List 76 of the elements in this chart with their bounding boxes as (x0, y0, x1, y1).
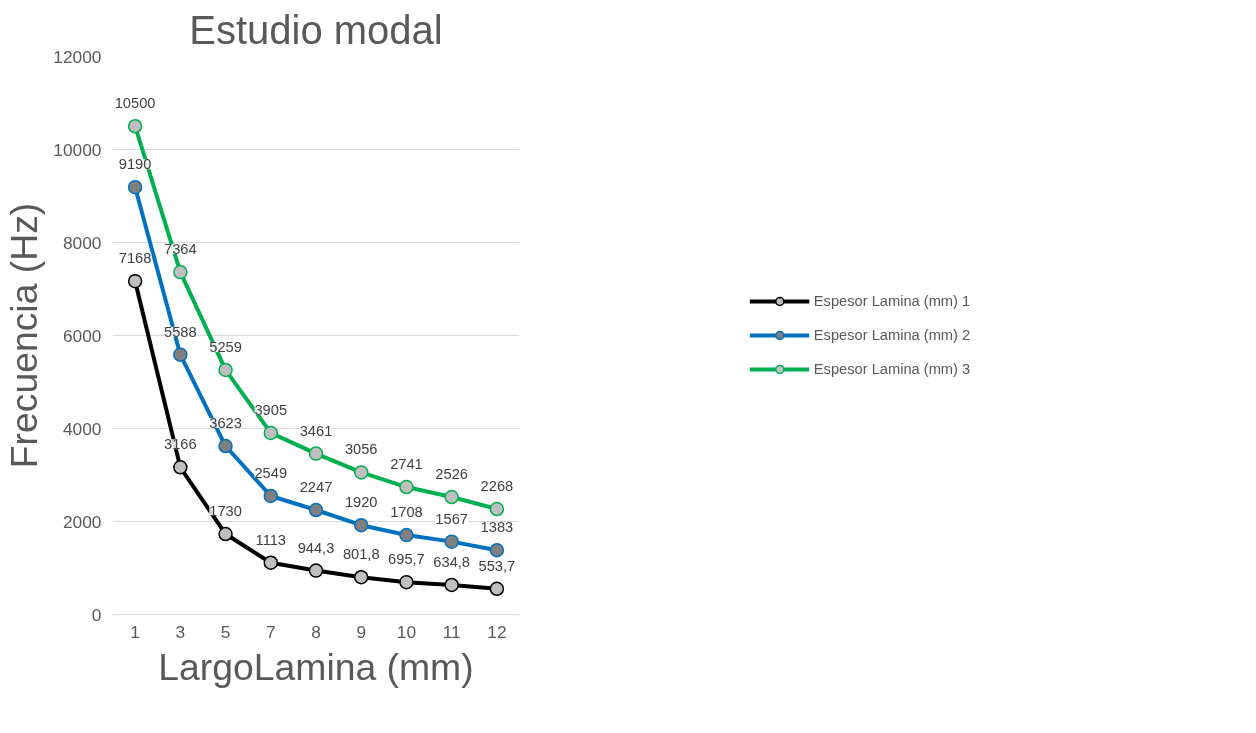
x-tick-label: 11 (442, 621, 461, 642)
point (489, 581, 505, 596)
data-label: 1730 (209, 503, 242, 520)
data-label: 801,8 (342, 546, 380, 563)
point (399, 574, 414, 590)
data-label: 553,7 (478, 557, 516, 574)
y-tick-label: 8000 (62, 232, 102, 253)
point (353, 465, 369, 480)
point (263, 555, 279, 570)
data-label: 944,3 (297, 539, 335, 556)
point (489, 501, 505, 517)
data-label: 1920 (344, 494, 378, 511)
legend-label: Espesor Lamina (mm) 2 (813, 327, 971, 343)
point (444, 489, 459, 505)
data-label: 1113 (255, 531, 286, 548)
data-label: 3056 (344, 441, 378, 458)
point (444, 534, 459, 549)
data-label: 5259 (209, 338, 242, 355)
x-tick-label: 7 (265, 621, 276, 642)
data-label: 9190 (118, 156, 152, 173)
data-label: 2268 (480, 478, 514, 495)
y-tick-label: 0 (91, 604, 102, 625)
data-label: 1383 (480, 519, 514, 536)
x-axis-title: LargoLamina (mm) (158, 645, 474, 688)
point (218, 362, 233, 378)
data-label: 2741 (390, 456, 423, 473)
x-tick-label: 1 (130, 621, 140, 642)
point (353, 569, 369, 585)
x-tick-label: 5 (220, 621, 231, 642)
x-tick-label: 8 (311, 621, 321, 642)
point (173, 347, 188, 362)
data-label: 2247 (299, 479, 333, 496)
data-label: 1708 (390, 504, 423, 521)
data-label: 2526 (435, 466, 468, 483)
data-label: 1567 (435, 510, 468, 527)
y-tick-label: 10000 (53, 139, 102, 160)
data-label: 7364 (164, 241, 197, 258)
y-tick-label: 12000 (53, 46, 102, 67)
point (263, 425, 279, 441)
legend-label: Espesor Lamina (mm) 3 (813, 361, 971, 377)
point (399, 479, 414, 495)
y-axis-title: Frecuencia (Hz) (3, 202, 46, 469)
point (308, 446, 324, 461)
data-label: 10500 (114, 95, 156, 112)
point (444, 577, 459, 593)
y-tick-label: 6000 (62, 325, 102, 346)
x-tick-label: 10 (396, 621, 417, 642)
data-label: 3166 (164, 436, 197, 453)
data-label: 2549 (254, 464, 288, 481)
point (399, 527, 414, 543)
x-tick-label: 3 (175, 621, 186, 642)
point (308, 563, 324, 578)
point (218, 438, 233, 454)
point (127, 119, 143, 134)
point (263, 488, 279, 504)
data-label: 5588 (164, 323, 197, 340)
y-tick-label: 2000 (62, 511, 102, 532)
chart-title: Estudio modal (189, 7, 443, 52)
x-tick-label: 9 (356, 621, 367, 642)
point (353, 517, 369, 533)
data-label: 3461 (299, 422, 333, 439)
point (127, 273, 143, 289)
data-label: 3623 (209, 415, 242, 432)
point (127, 179, 143, 195)
data-label: 3905 (254, 401, 288, 418)
legend-label: Espesor Lamina (mm) 1 (813, 293, 971, 309)
x-tick-label: 12 (487, 621, 507, 642)
data-label: 7168 (118, 250, 152, 267)
point (218, 526, 233, 542)
point (489, 542, 505, 558)
point (173, 264, 188, 280)
data-label: 634,8 (433, 553, 471, 570)
point (308, 502, 324, 518)
data-label: 695,7 (388, 551, 425, 568)
y-tick-label: 4000 (62, 418, 102, 439)
point (173, 460, 188, 475)
